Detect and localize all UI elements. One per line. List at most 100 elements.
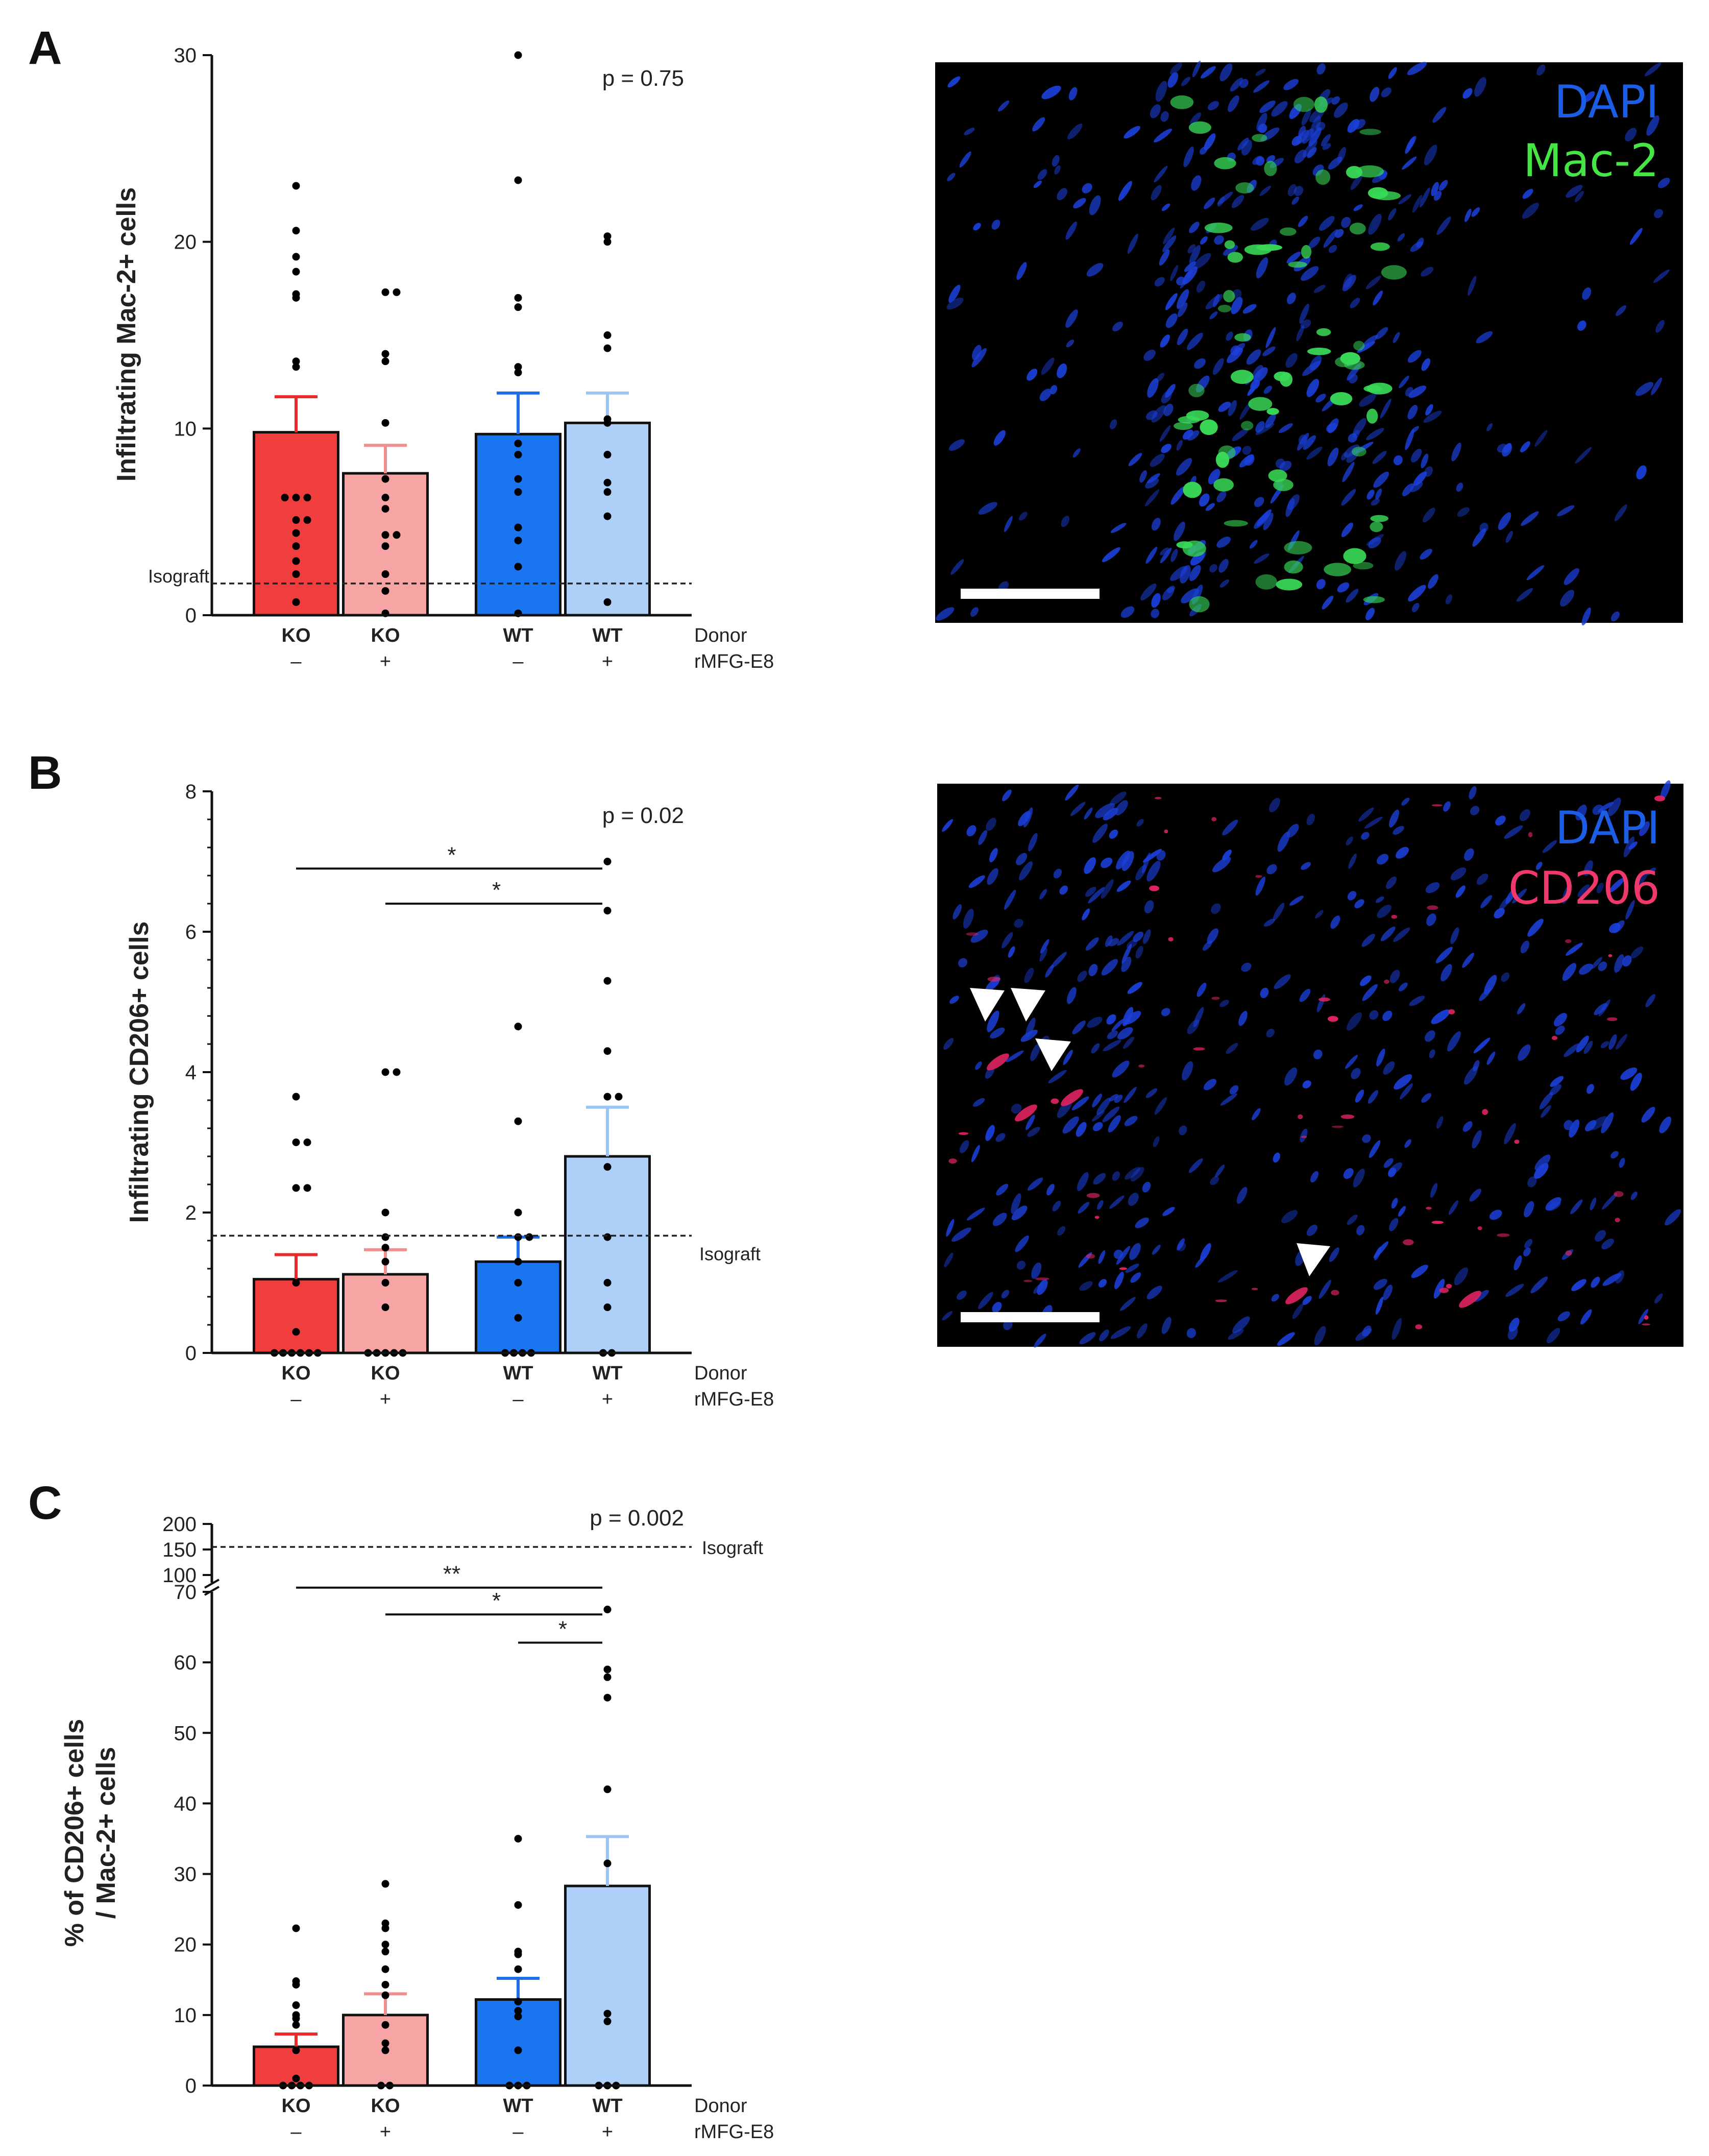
- data-point: [603, 512, 612, 520]
- nucleus-shape: [1124, 126, 1140, 139]
- signal-blob: [1349, 223, 1366, 235]
- nucleus-shape: [1423, 410, 1442, 423]
- nucleus-shape: [1368, 213, 1382, 235]
- nucleus-shape: [971, 1145, 980, 1162]
- nucleus-shape: [1002, 789, 1012, 802]
- data-point: [603, 907, 612, 915]
- nucleus-shape: [1590, 1197, 1597, 1210]
- treatment-label: +: [602, 1389, 613, 1410]
- nucleus-shape: [1114, 1095, 1123, 1103]
- nucleus-shape: [1098, 1250, 1106, 1264]
- nucleus-shape: [1365, 275, 1381, 289]
- y-tick-label: 40: [174, 1792, 197, 1815]
- nucleus-shape: [1271, 101, 1288, 117]
- nucleus-shape: [1147, 378, 1159, 398]
- nucleus-shape: [978, 502, 997, 515]
- nucleus-shape: [1540, 1105, 1551, 1118]
- p-value: p = 0.002: [590, 1506, 684, 1531]
- nucleus-shape: [1032, 117, 1045, 132]
- data-point: [603, 858, 612, 865]
- data-point: [603, 478, 612, 487]
- nucleus-shape: [1109, 1195, 1125, 1209]
- arrowhead-marker: [970, 988, 1005, 1022]
- data-point: [514, 363, 522, 371]
- nucleus-shape: [1204, 133, 1216, 151]
- scale-bar: [961, 589, 1100, 599]
- nucleus-shape: [1232, 428, 1249, 441]
- data-point: [381, 350, 389, 358]
- nucleus-shape: [1052, 155, 1060, 167]
- nucleus-shape: [1184, 261, 1197, 272]
- nucleus-shape: [1232, 1316, 1250, 1334]
- nucleus-shape: [1160, 111, 1169, 122]
- nucleus-shape: [1353, 418, 1366, 436]
- nucleus-shape: [1200, 550, 1207, 562]
- nucleus-shape: [1665, 1209, 1681, 1226]
- nucleus-shape: [1070, 802, 1086, 816]
- nucleus-shape: [1319, 1279, 1331, 1299]
- nucleus-shape: [1114, 1271, 1124, 1290]
- nucleus-shape: [1170, 486, 1185, 505]
- nucleus-shape: [1160, 334, 1170, 348]
- nucleus-shape: [1550, 1076, 1564, 1087]
- nucleus-shape: [1405, 136, 1415, 154]
- nucleus-shape: [1583, 91, 1595, 103]
- nucleus-shape: [1425, 1030, 1435, 1042]
- nucleus-shape: [1170, 62, 1183, 75]
- y-tick-label: 20: [174, 1934, 197, 1956]
- signal-blob: [1285, 1287, 1308, 1304]
- data-point: [292, 1980, 300, 1989]
- p-value: p = 0.75: [602, 66, 684, 91]
- nucleus-shape: [1405, 386, 1413, 397]
- nucleus-shape: [1376, 854, 1389, 865]
- chart-mac2: 0 10 20 30 Isograft p = 0.75 KO – KO + WT – WT + Donor…: [112, 44, 774, 672]
- nucleus-shape: [1454, 1267, 1469, 1286]
- nucleus-shape: [992, 1301, 1002, 1313]
- nucleus-shape: [1174, 521, 1185, 541]
- nucleus-shape: [1368, 537, 1381, 549]
- nucleus-shape: [1389, 809, 1399, 828]
- nucleus-shape: [1286, 823, 1299, 838]
- nucleus-shape: [1389, 970, 1400, 983]
- nucleus-shape: [1116, 880, 1131, 892]
- nucleus-shape: [1101, 857, 1113, 868]
- nucleus-shape: [1265, 327, 1276, 348]
- nucleus-shape: [1154, 128, 1173, 143]
- nucleus-shape: [1127, 982, 1142, 994]
- signal-blob: [1642, 1323, 1650, 1326]
- nucleus-shape: [1607, 797, 1621, 816]
- nucleus-shape: [1426, 913, 1436, 926]
- nucleus-shape: [1088, 964, 1098, 976]
- bar: [253, 1278, 339, 1354]
- nucleus-shape: [1620, 1067, 1638, 1080]
- nucleus-shape: [1182, 1061, 1193, 1081]
- signal-blob: [1224, 520, 1248, 527]
- nucleus-shape: [1071, 1096, 1089, 1110]
- signal-blob: [948, 1158, 957, 1164]
- y-tick-label: 50: [174, 1722, 197, 1745]
- signal-blob: [1061, 1089, 1083, 1106]
- data-point: [292, 1184, 300, 1192]
- nucleus-shape: [1274, 974, 1291, 989]
- nucleus-shape: [1079, 1332, 1096, 1345]
- nucleus-shape: [1217, 1270, 1238, 1283]
- nucleus-shape: [1211, 903, 1221, 914]
- nucleus-shape: [1039, 889, 1047, 900]
- nucleus-shape: [1313, 1049, 1323, 1059]
- panel-letter-b: B: [28, 747, 62, 799]
- nucleus-shape: [1413, 471, 1427, 486]
- data-point: [292, 1138, 300, 1146]
- signal-blob: [1446, 1283, 1452, 1289]
- nucleus-shape: [1644, 62, 1662, 77]
- data-point: [381, 505, 389, 513]
- nucleus-shape: [1315, 394, 1326, 403]
- nucleus-shape: [1512, 888, 1527, 904]
- signal-blob: [1366, 408, 1378, 424]
- nucleus-shape: [1341, 522, 1353, 538]
- row-label: rMFG-E8: [694, 651, 774, 672]
- data-point: [381, 1948, 389, 1956]
- nucleus-shape: [1061, 516, 1070, 527]
- nucleus-shape: [1229, 1085, 1239, 1095]
- nucleus-shape: [1197, 982, 1207, 997]
- nucleus-shape: [1329, 1247, 1339, 1262]
